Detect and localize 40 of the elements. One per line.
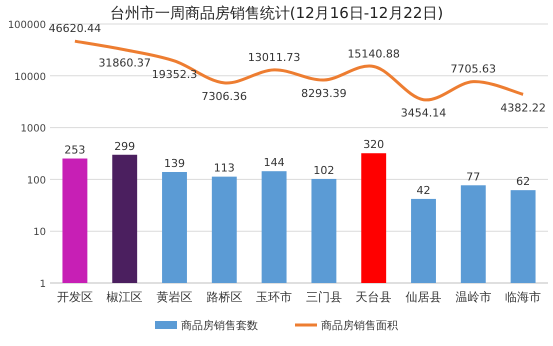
data-label: 102 bbox=[313, 164, 334, 177]
legend-label: 商品房销售面积 bbox=[321, 319, 398, 332]
data-label: 19352.3 bbox=[152, 68, 198, 81]
data-label: 299 bbox=[114, 140, 136, 153]
x-tick-label: 开发区 bbox=[56, 290, 93, 304]
x-tick-label: 椒江区 bbox=[106, 290, 143, 304]
y-tick-label: 100000 bbox=[8, 20, 46, 31]
data-label: 7306.36 bbox=[202, 90, 248, 103]
data-label: 46620.44 bbox=[48, 22, 102, 36]
x-tick-label: 仙居县 bbox=[406, 290, 442, 304]
y-tick-label: 100 bbox=[26, 175, 46, 186]
data-label: 62 bbox=[516, 175, 530, 188]
x-tick-label: 临海市 bbox=[505, 290, 542, 304]
y-tick-label: 1 bbox=[40, 279, 46, 290]
data-label: 3454.14 bbox=[400, 106, 446, 120]
y-tick-label: 10 bbox=[33, 227, 46, 238]
x-tick-label: 路桥区 bbox=[206, 290, 242, 304]
data-label: 8293.39 bbox=[301, 87, 347, 100]
x-tick-label: 温岭市 bbox=[455, 290, 492, 304]
legend-label: 商品房销售套数 bbox=[181, 319, 258, 332]
data-label: 31860.37 bbox=[98, 56, 151, 70]
x-tick-label: 黄岩区 bbox=[156, 290, 192, 304]
data-label: 144 bbox=[264, 156, 285, 170]
data-label: 4382.22 bbox=[500, 101, 546, 114]
x-tick-label: 三门县 bbox=[306, 290, 342, 304]
data-label: 139 bbox=[164, 156, 185, 170]
data-label: 113 bbox=[214, 162, 235, 175]
data-label: 320 bbox=[363, 138, 384, 152]
data-label: 13011.73 bbox=[248, 50, 300, 64]
y-tick-label: 10000 bbox=[14, 72, 46, 83]
data-label: 253 bbox=[64, 144, 86, 157]
data-label: 15140.88 bbox=[347, 47, 400, 60]
chart-title: 台州市一周商品房销售统计(12月16日-12月22日) bbox=[110, 4, 444, 22]
line-series bbox=[73, 40, 525, 102]
data-label: 42 bbox=[416, 184, 430, 197]
x-tick-label: 玉环市 bbox=[256, 290, 292, 304]
x-tick-label: 天台县 bbox=[356, 290, 392, 304]
data-label: 7705.63 bbox=[450, 62, 496, 76]
data-label: 77 bbox=[466, 170, 480, 184]
y-tick-label: 1000 bbox=[20, 124, 46, 135]
